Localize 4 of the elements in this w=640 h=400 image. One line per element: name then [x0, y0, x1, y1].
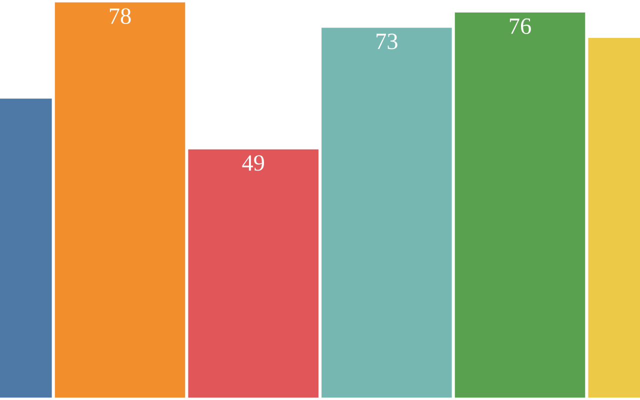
- data-label: 49: [242, 155, 264, 171]
- data-label: 78: [110, 8, 131, 24]
- data-label: 76: [510, 18, 531, 34]
- data-label: 73: [376, 34, 398, 50]
